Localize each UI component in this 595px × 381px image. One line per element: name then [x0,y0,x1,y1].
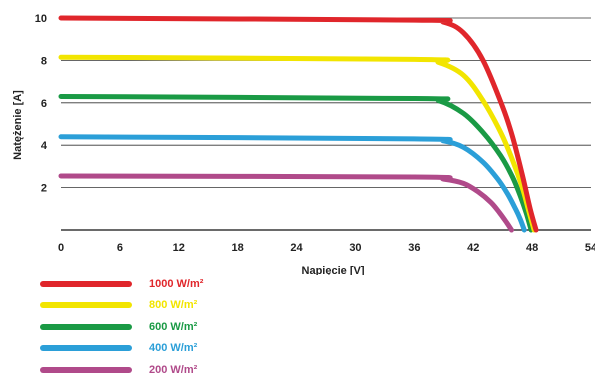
legend-label: 1000 W/m² [149,277,204,290]
legend-swatch [40,323,132,330]
x-axis-title: Napięcie [V] [302,265,365,275]
y-tick-label: 10 [35,13,47,25]
legend-swatch [40,345,132,352]
series-lines [58,15,539,233]
legend-item: 600 W/m² [40,316,203,338]
y-tick-label: 2 [41,183,47,195]
x-tick-label: 54 [585,242,595,254]
y-tick-label: 6 [41,98,47,110]
x-tick-label: 48 [526,242,538,254]
series-line [58,54,537,233]
x-tick-label: 18 [232,242,244,254]
legend-label: 800 W/m² [149,299,198,312]
x-tick-label: 6 [117,242,123,254]
y-tick-label: 8 [41,55,47,67]
x-tick-label: 42 [467,242,479,254]
series-line [58,15,539,233]
y-axis-title: Natężenie [A] [12,90,24,160]
legend-label: 600 W/m² [149,320,198,333]
series-line [58,134,527,233]
x-tick-label: 36 [408,242,420,254]
x-tick-label: 0 [58,242,64,254]
legend-swatch [40,302,132,309]
legend-item: 800 W/m² [40,295,203,317]
legend-item: 400 W/m² [40,338,203,360]
y-tick-label: 4 [41,140,48,152]
legend-swatch [40,280,132,287]
legend-item: 1000 W/m² [40,273,203,295]
series-line [58,93,534,233]
legend-label: 400 W/m² [149,342,198,355]
x-tick-label: 12 [173,242,185,254]
series-line [58,173,514,233]
x-tick-label: 30 [349,242,361,254]
x-tick-label: 24 [290,242,303,254]
legend: 1000 W/m² 800 W/m² 600 W/m² 400 W/m² 200… [40,273,203,381]
